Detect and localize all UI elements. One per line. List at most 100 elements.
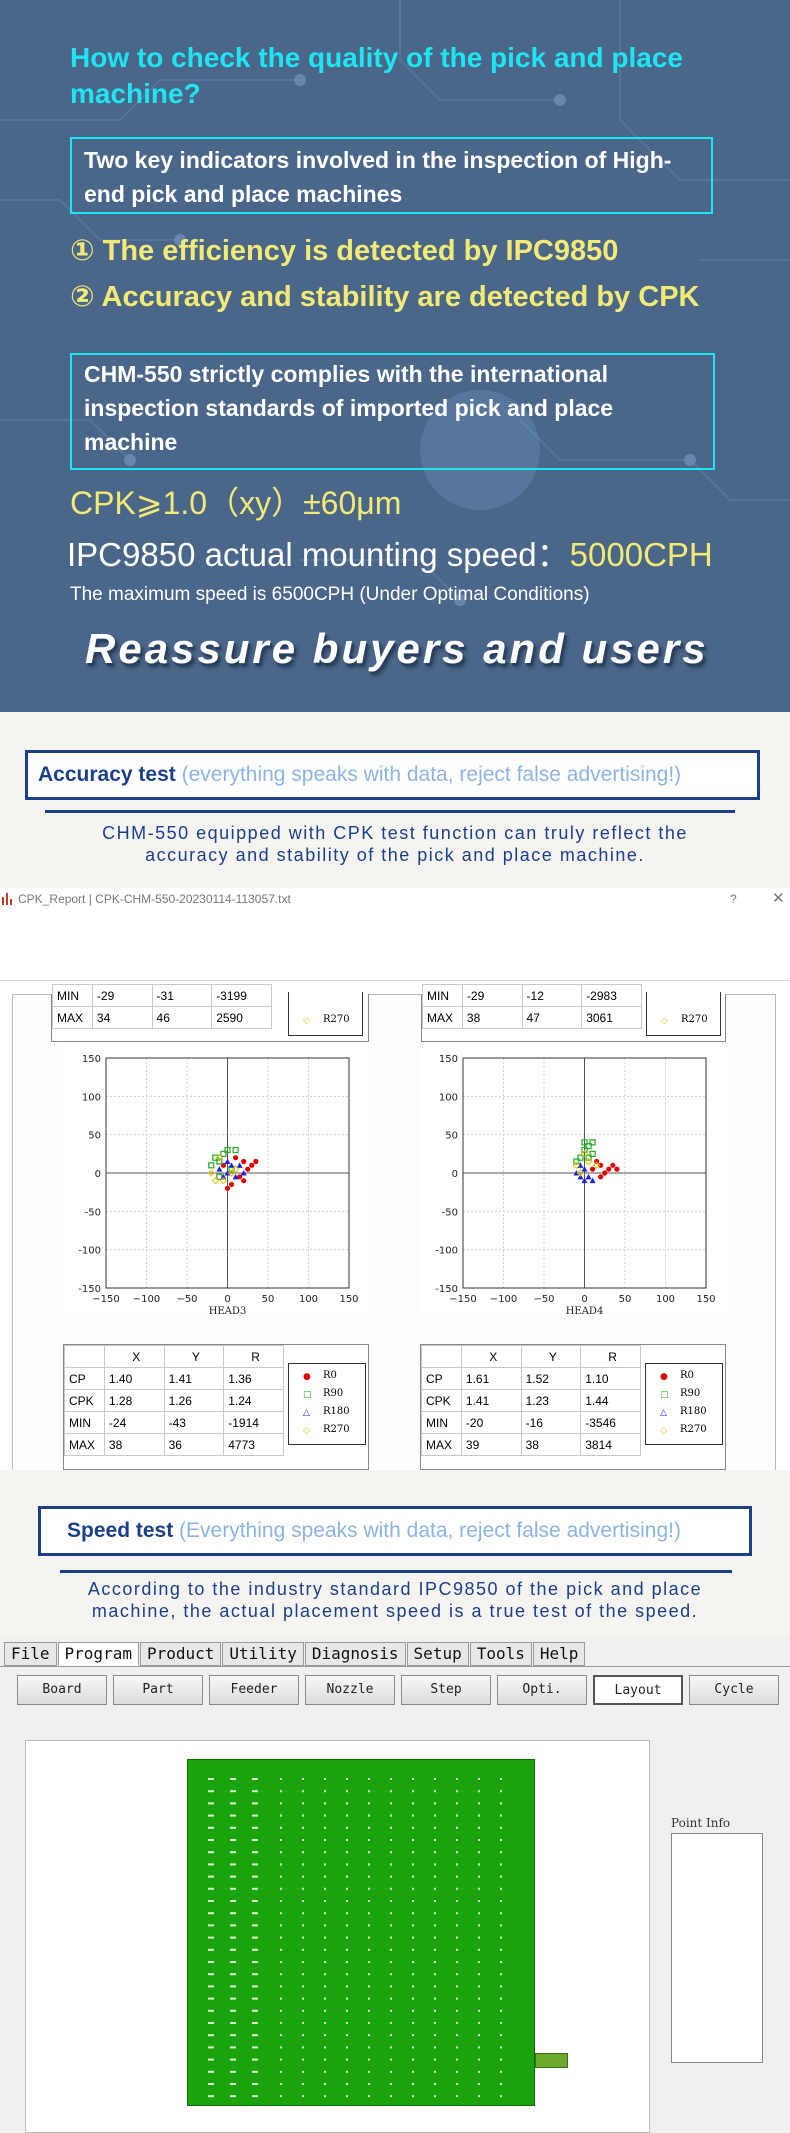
menu-bar: File Program Product Utility Diagnosis Setup T…: [4, 1642, 586, 1666]
placement-point: [324, 1985, 326, 1988]
head4-table: X Y R CP 1.61 1.52 1.10 CPK 1.41 1.23 1.44 MIN…: [421, 1345, 641, 1456]
placement-point: [390, 2083, 392, 2085]
placement-point: [324, 1912, 326, 1915]
placement-point: [346, 1912, 348, 1915]
divider: [45, 810, 735, 813]
help-icon[interactable]: ?: [730, 892, 737, 906]
placement-point: [230, 1887, 236, 1890]
data-point-r180: [581, 1166, 588, 1172]
placement-point: [252, 2070, 258, 2073]
placement-point: [208, 2083, 214, 2085]
placement-point: [252, 1912, 258, 1915]
placement-point: [230, 1973, 236, 1976]
placement-point: [368, 1961, 370, 1963]
data-point-r90: [589, 1139, 596, 1146]
placement-point: [478, 1936, 480, 1939]
placement-point: [500, 1814, 502, 1817]
speed-label: IPC9850 actual mounting speed：: [67, 536, 570, 573]
placement-point: [302, 2009, 304, 2012]
menu-help[interactable]: Help: [532, 1642, 586, 1666]
x-tick-label: −100: [490, 1294, 517, 1305]
placement-point: [280, 1851, 282, 1854]
y-tick-label: 100: [82, 1092, 101, 1103]
board-button[interactable]: Board: [17, 1675, 107, 1705]
placement-point: [412, 1912, 414, 1915]
placement-point: [412, 2083, 414, 2085]
placement-point: [412, 1851, 414, 1854]
placement-point: [478, 1778, 480, 1780]
placement-point: [478, 2022, 480, 2024]
placement-point: [434, 2009, 436, 2012]
placement-point: [302, 1826, 304, 1829]
nozzle-button[interactable]: Nozzle: [305, 1675, 395, 1705]
cycle-button[interactable]: Cycle: [689, 1675, 779, 1705]
table-row: CPK 1.28 1.26 1.24: [64, 1389, 284, 1412]
layout-button[interactable]: Layout: [593, 1675, 683, 1705]
data-point-r270: [584, 1157, 593, 1166]
step-button[interactable]: Step: [401, 1675, 491, 1705]
placement-point: [324, 1875, 326, 1878]
placement-point: [368, 1814, 370, 1817]
placement-point: [302, 1778, 304, 1780]
divider: [60, 1570, 732, 1573]
menu-tools[interactable]: Tools: [469, 1642, 532, 1666]
placement-point: [500, 1778, 502, 1780]
placement-point: [208, 1826, 214, 1829]
placement-point: [252, 1790, 258, 1793]
placement-point: [368, 2009, 370, 2012]
placement-point: [346, 1875, 348, 1878]
placement-point: [302, 1948, 304, 1951]
data-point-r90: [224, 1146, 231, 1154]
placement-point: [500, 2058, 502, 2061]
r180-marker-icon: △: [660, 1408, 667, 1418]
placement-point: [230, 1985, 236, 1988]
placement-point: [346, 2034, 348, 2037]
placement-point: [208, 2046, 214, 2049]
placement-point: [478, 2070, 480, 2073]
menu-file[interactable]: File: [4, 1642, 57, 1666]
placement-point: [324, 2070, 326, 2073]
placement-point: [302, 2083, 304, 2085]
placement-point: [478, 1985, 480, 1988]
placement-point: [412, 2022, 414, 2024]
placement-point: [412, 2046, 414, 2049]
placement-point: [324, 2095, 326, 2098]
placement-point: [302, 1912, 304, 1915]
data-point-r270: [580, 1150, 589, 1158]
placement-point: [302, 1961, 304, 1963]
opti-button[interactable]: Opti.: [497, 1675, 587, 1705]
menu-utility[interactable]: Utility: [222, 1642, 304, 1666]
placement-point: [456, 2058, 458, 2061]
menu-program[interactable]: Program: [57, 1642, 139, 1666]
placement-point: [230, 1814, 236, 1817]
placement-point: [478, 1948, 480, 1951]
pcb-board[interactable]: [187, 1759, 535, 2106]
feeder-button[interactable]: Feeder: [209, 1675, 299, 1705]
part-button[interactable]: Part: [113, 1675, 203, 1705]
speed-spec: IPC9850 actual mounting speed：5000CPH: [67, 528, 713, 576]
placement-point: [324, 1851, 326, 1854]
placement-point: [412, 1887, 414, 1890]
placement-point: [208, 1863, 214, 1866]
close-icon[interactable]: ✕: [772, 890, 785, 907]
placement-point: [368, 2034, 370, 2037]
speed-section: Speed test (Everything speaks with data,…: [0, 1470, 790, 1638]
placement-point: [208, 2058, 214, 2061]
placement-point: [252, 1814, 258, 1817]
hero-banner: How to check the quality of the pick and…: [0, 0, 790, 712]
data-point-r180: [224, 1158, 231, 1164]
placement-point: [434, 1985, 436, 1988]
menu-product[interactable]: Product: [139, 1642, 222, 1666]
x-tick-label: 150: [339, 1294, 358, 1305]
data-point-r0: [598, 1174, 604, 1180]
top-left-stats: MIN -29 -31 -3199 MAX 34 46 2590 ◇ R270: [51, 984, 369, 1042]
placement-point: [346, 1936, 348, 1939]
menu-diagnosis[interactable]: Diagnosis: [304, 1642, 406, 1666]
placement-point: [456, 2095, 458, 2098]
placement-point: [252, 2022, 258, 2024]
menu-setup[interactable]: Setup: [406, 1642, 469, 1666]
placement-point: [500, 1900, 502, 1902]
placement-point: [412, 2058, 414, 2061]
placement-point: [434, 1851, 436, 1854]
placement-point: [252, 1997, 258, 2000]
